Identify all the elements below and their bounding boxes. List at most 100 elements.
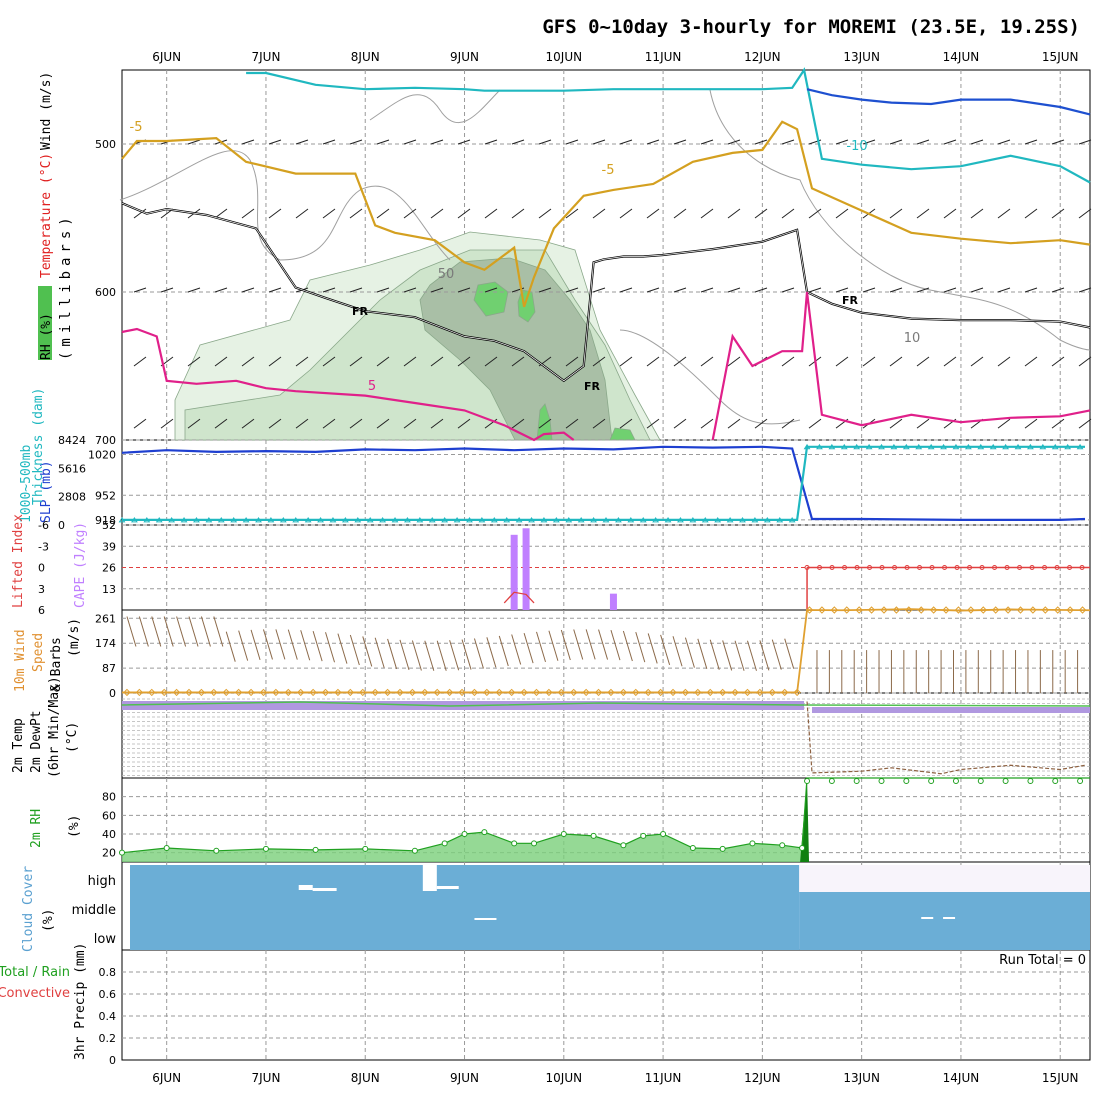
wind-barb [376,139,390,145]
rh-tick-label: 60 [102,809,116,822]
thickness-marker [1076,443,1084,450]
wind10m-barb [126,616,137,647]
wind-speed-marker [545,688,553,697]
rh-axis-title-part: 2m RH [29,809,44,848]
wind-barb [349,418,363,429]
cape-tick-label: 52 [102,519,116,532]
wind-speed-marker [743,688,752,697]
wind-barb [430,208,444,219]
wind-barb [781,208,795,219]
thickness-marker [602,516,610,523]
wind10m-barb [461,639,472,670]
thickness-marker [379,516,387,523]
t2m-axis-title: 2m Temp 2m DewPt (6hr Min/Max) (°C) [11,676,80,778]
wind-barb [592,139,606,145]
lifted-index-marker [1042,565,1048,570]
wind-barb [916,356,930,367]
wind-speed-marker [582,688,590,697]
rh-marker [799,845,806,851]
wind-barb [403,418,417,429]
wind-speed-marker [371,688,379,697]
wind-barb [241,356,255,367]
wind10m-barb [498,635,509,667]
wind-barb [862,356,876,367]
precip-tick-label: 0.8 [99,966,117,979]
upper-axis-title: RH (%) Temperature (°C) Wind (m/s) (milliba… [38,72,74,360]
wind-tick-label: 174 [95,637,116,650]
thickness-marker [1039,443,1047,450]
wind-speed-marker [507,688,516,697]
lifted-index-marker [817,565,823,570]
lifted-index-marker [929,565,935,570]
wind-barb [754,139,768,145]
pressure-tick-label: 600 [95,286,116,299]
rh-tick-label: 80 [102,791,116,804]
wind-barb [1078,287,1092,293]
wind-barb [943,287,957,293]
wind-barb [673,139,687,145]
li-tick-label: -3 [38,540,49,553]
wind10m-barb [163,616,174,647]
rh-marker [928,778,935,784]
wind-speed-marker [781,688,789,697]
thickness-marker [118,516,126,523]
wind-barb [160,287,174,293]
cape-bar [510,534,518,610]
thickness-marker [193,516,200,523]
wind-barb [538,208,552,219]
thickness-marker [230,516,238,523]
wind10m-barb [399,639,410,671]
thickness-tick-label: 2808 [58,491,86,504]
wind10m-barb [734,640,745,671]
wind-barb [484,287,498,293]
rh-marker [481,829,488,836]
wind-barb [889,287,903,293]
wind-barb [619,287,633,293]
thickness-marker [878,443,885,450]
wind-barb [403,356,417,367]
thickness-marker [267,516,275,523]
wind-speed-marker [197,688,206,697]
wind-speed-marker [495,688,503,697]
thickness-marker [416,516,424,523]
thickness-marker [1014,443,1022,450]
wind10m-barb [511,634,522,665]
wind10m-barb [709,639,720,670]
thickness-marker [453,516,461,523]
date-label-top: 10JUN [546,50,583,64]
wind-speed-marker [694,688,702,697]
thickness-marker [952,443,960,450]
thickness-marker [652,516,660,523]
date-label-top: 14JUN [943,50,980,64]
thickness-marker [478,516,486,523]
wind10m-barb [771,639,782,670]
wind-barb [1051,287,1065,293]
wind-barb [889,418,903,429]
wind-speed-marker [359,688,367,697]
wind-barb [241,139,255,145]
lifted-index-marker [867,565,873,570]
panel-frame-pcp [121,949,1091,1061]
thickness-marker [143,516,151,523]
rh-marker [362,845,369,852]
wind-barb [349,287,363,293]
lifted-index-marker [1017,565,1023,570]
wind-barb [133,418,147,429]
wind10m-barb [275,629,286,660]
wind-barb [214,287,228,293]
date-label-bottom: 10JUN [546,1071,583,1085]
wind-barb [781,418,795,429]
wind-barb [916,287,930,293]
wind-speed-marker [880,606,888,614]
wind-barb [322,139,336,145]
wind-speed-marker [532,688,541,697]
lifted-index-marker [1029,565,1035,570]
wind-tick-label: 0 [109,687,116,700]
wind-barb [835,208,849,219]
lifted-index-marker [942,565,948,570]
rh-marker [828,778,835,784]
wind-speed-marker [607,688,615,697]
wind-speed-marker [557,688,566,697]
cape-tick-label: 13 [102,583,116,596]
wind-speed-marker [396,688,404,697]
